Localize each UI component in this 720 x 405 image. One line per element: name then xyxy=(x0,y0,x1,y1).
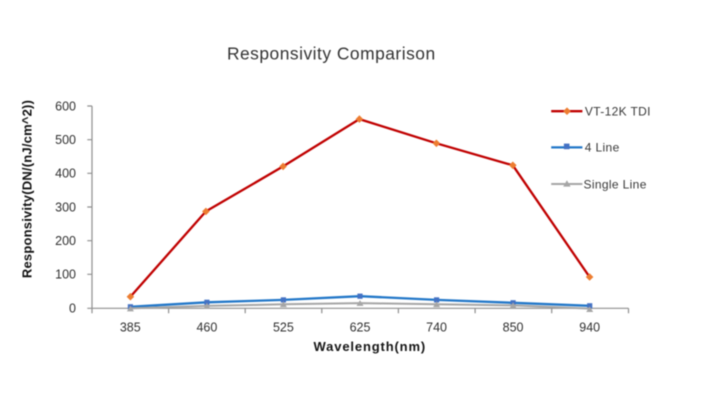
svg-text:460: 460 xyxy=(196,321,217,335)
svg-text:400: 400 xyxy=(55,167,76,181)
svg-text:100: 100 xyxy=(55,268,76,282)
svg-text:4 Line: 4 Line xyxy=(585,141,620,155)
svg-text:525: 525 xyxy=(273,321,294,335)
svg-text:385: 385 xyxy=(120,321,141,335)
svg-text:500: 500 xyxy=(55,133,76,147)
svg-text:850: 850 xyxy=(503,321,524,335)
svg-text:200: 200 xyxy=(55,234,76,248)
svg-text:Responsivity(DN/(nJ/cm^2)): Responsivity(DN/(nJ/cm^2)) xyxy=(19,100,34,278)
svg-text:600: 600 xyxy=(55,99,76,113)
svg-text:940: 940 xyxy=(579,321,600,335)
svg-text:740: 740 xyxy=(426,321,447,335)
svg-text:625: 625 xyxy=(350,321,371,335)
svg-text:VT-12K TDI: VT-12K TDI xyxy=(585,105,651,119)
svg-text:0: 0 xyxy=(69,301,76,315)
svg-text:Single Line: Single Line xyxy=(584,177,647,191)
svg-text:Wavelength(nm): Wavelength(nm) xyxy=(314,339,427,354)
svg-text:300: 300 xyxy=(55,200,76,214)
svg-text:Responsivity Comparison: Responsivity Comparison xyxy=(227,44,436,64)
